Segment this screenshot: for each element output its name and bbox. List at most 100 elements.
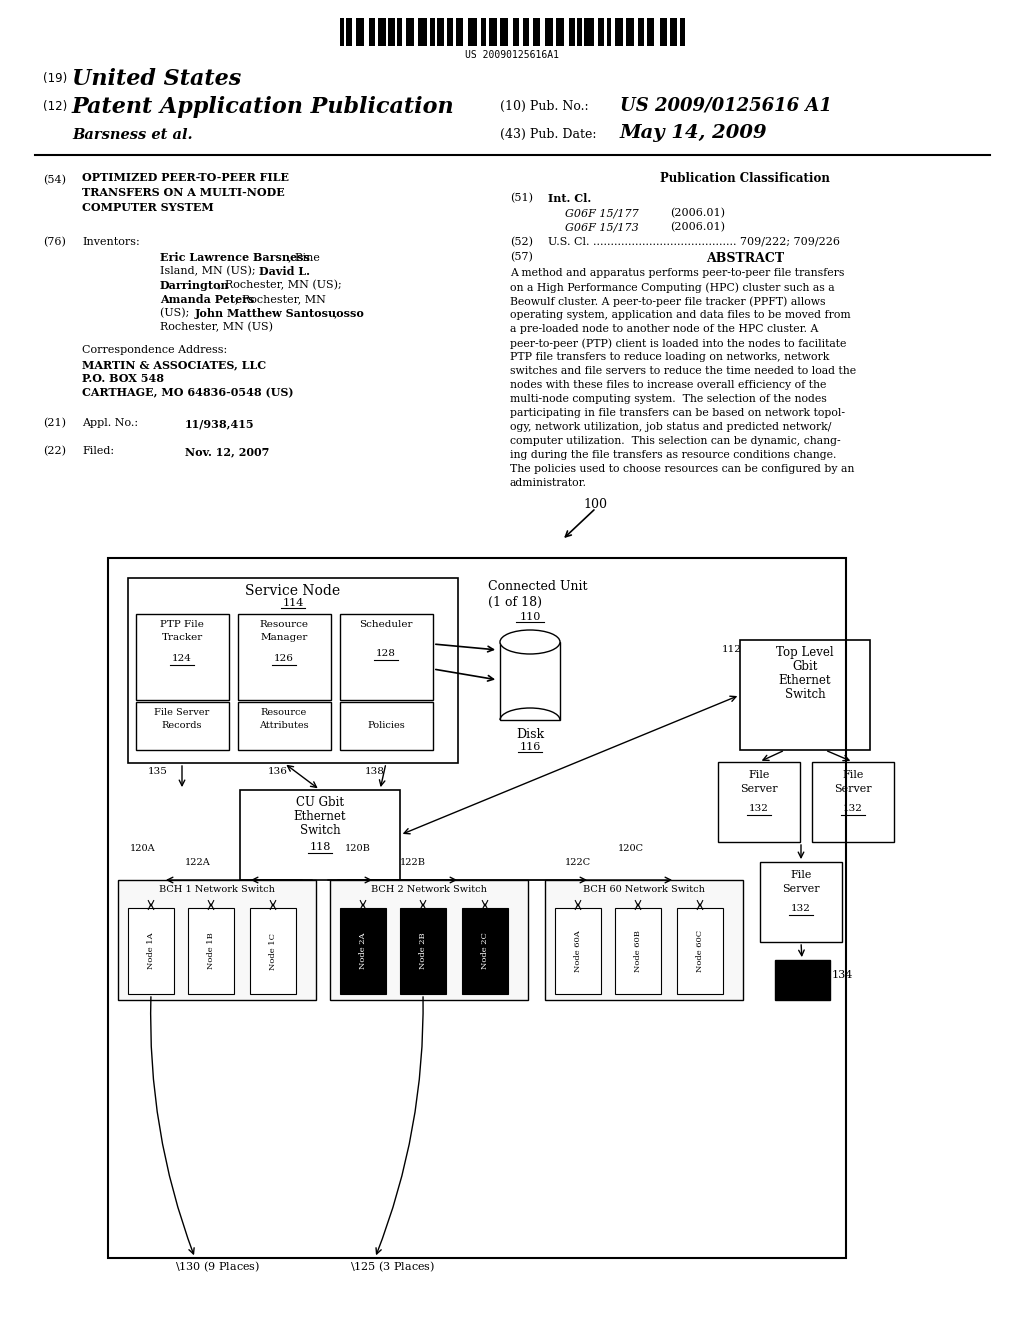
Text: Appl. No.:: Appl. No.:	[82, 418, 138, 428]
Bar	[585, 18, 590, 46]
Text: (12): (12)	[43, 100, 68, 114]
Bar	[609, 18, 611, 46]
Text: BCH 2 Network Switch: BCH 2 Network Switch	[371, 884, 487, 894]
Text: PTP File: PTP File	[160, 620, 204, 630]
Text: Correspondence Address:: Correspondence Address:	[82, 345, 227, 355]
Bar	[675, 18, 677, 46]
Bar	[423, 18, 427, 46]
Bar	[430, 18, 433, 46]
Text: operating system, application and data files to be moved from: operating system, application and data f…	[510, 310, 851, 319]
Bar	[397, 18, 399, 46]
Text: Node 2B: Node 2B	[419, 933, 427, 969]
Bar	[512, 18, 515, 46]
Text: Int. Cl.: Int. Cl.	[548, 193, 591, 205]
Bar	[740, 640, 870, 750]
Bar	[462, 908, 508, 994]
Text: 120B: 120B	[345, 843, 371, 853]
Text: 135: 135	[148, 767, 168, 776]
Bar	[437, 18, 441, 46]
Text: Filed:: Filed:	[82, 446, 114, 455]
Bar	[536, 18, 540, 46]
Bar	[136, 702, 229, 750]
Bar	[570, 18, 574, 46]
Bar	[340, 18, 344, 46]
Text: BCH 1 Network Switch: BCH 1 Network Switch	[159, 884, 274, 894]
Text: Server: Server	[835, 784, 871, 795]
Text: CU Gbit: CU Gbit	[296, 796, 344, 809]
Bar	[626, 18, 629, 46]
Text: 132: 132	[750, 804, 769, 813]
Bar	[406, 18, 410, 46]
Text: (2006.01): (2006.01)	[670, 222, 725, 232]
Text: The policies used to choose resources can be configured by an: The policies used to choose resources ca…	[510, 465, 854, 474]
Text: ...: ...	[490, 935, 509, 952]
Bar	[359, 18, 365, 46]
Text: 132: 132	[843, 804, 863, 813]
Bar	[399, 18, 402, 46]
Text: 126: 126	[274, 653, 294, 663]
Bar	[238, 614, 331, 700]
Text: (19): (19)	[43, 73, 68, 84]
Text: $\backslash$130 (9 Places): $\backslash$130 (9 Places)	[175, 1261, 260, 1275]
Bar	[128, 908, 174, 994]
Text: Top Level: Top Level	[776, 645, 834, 659]
Text: multi-node computing system.  The selection of the nodes: multi-node computing system. The selecti…	[510, 393, 826, 404]
Bar	[483, 18, 486, 46]
Bar	[489, 18, 495, 46]
Bar	[546, 18, 549, 46]
Bar	[369, 18, 372, 46]
Text: Switch: Switch	[784, 688, 825, 701]
Text: (US);: (US);	[160, 308, 193, 318]
Text: Scheduler: Scheduler	[359, 620, 413, 630]
Bar	[545, 880, 743, 1001]
Bar	[410, 18, 414, 46]
Text: 110: 110	[519, 612, 541, 622]
Bar	[419, 18, 423, 46]
Bar	[568, 18, 570, 46]
Bar	[555, 908, 601, 994]
Bar	[400, 908, 446, 994]
Text: 116: 116	[519, 742, 541, 752]
Bar	[523, 18, 526, 46]
Text: PTP file transfers to reduce loading on networks, network: PTP file transfers to reduce loading on …	[510, 352, 829, 362]
Text: ,: ,	[334, 308, 338, 318]
Text: File: File	[749, 770, 770, 780]
Text: Service Node: Service Node	[246, 583, 341, 598]
Bar	[118, 880, 316, 1001]
Text: a pre-loaded node to another node of the HPC cluster. A: a pre-loaded node to another node of the…	[510, 323, 818, 334]
Text: A method and apparatus performs peer-to-peer file transfers: A method and apparatus performs peer-to-…	[510, 268, 845, 279]
Text: Resource: Resource	[259, 620, 308, 630]
Text: Ethernet: Ethernet	[778, 675, 831, 686]
Text: MARTIN & ASSOCIATES, LLC: MARTIN & ASSOCIATES, LLC	[82, 359, 266, 370]
Text: (52): (52)	[510, 238, 534, 247]
Bar	[480, 18, 483, 46]
Text: Disk: Disk	[516, 729, 544, 741]
Text: 11/938,415: 11/938,415	[185, 418, 255, 429]
Bar	[642, 18, 644, 46]
Text: File: File	[791, 870, 812, 880]
Text: , Pine: , Pine	[288, 252, 319, 261]
Text: 114: 114	[283, 598, 304, 609]
Bar	[188, 908, 234, 994]
Text: Inventors:: Inventors:	[82, 238, 139, 247]
Bar	[650, 18, 654, 46]
Text: , Rochester, MN: , Rochester, MN	[236, 294, 327, 304]
Text: Publication Classification: Publication Classification	[660, 172, 829, 185]
Text: US 20090125616A1: US 20090125616A1	[465, 50, 559, 59]
Bar	[460, 18, 463, 46]
Text: Attributes: Attributes	[259, 721, 309, 730]
Text: Node 1B: Node 1B	[207, 933, 215, 969]
Bar	[677, 908, 723, 994]
Text: Switch: Switch	[300, 824, 340, 837]
Text: Policies: Policies	[368, 721, 404, 730]
Text: G06F 15/177: G06F 15/177	[565, 209, 639, 218]
Text: 122C: 122C	[565, 858, 591, 867]
Text: Amanda Peters: Amanda Peters	[160, 294, 254, 305]
Text: (2006.01): (2006.01)	[670, 209, 725, 218]
Bar	[346, 18, 348, 46]
Bar	[615, 18, 618, 46]
Text: John Matthew Santosuosso: John Matthew Santosuosso	[195, 308, 365, 319]
Text: , Rochester, MN (US);: , Rochester, MN (US);	[218, 280, 342, 290]
Text: $\backslash$125 (3 Places): $\backslash$125 (3 Places)	[350, 1261, 435, 1275]
Text: 118: 118	[309, 842, 331, 851]
